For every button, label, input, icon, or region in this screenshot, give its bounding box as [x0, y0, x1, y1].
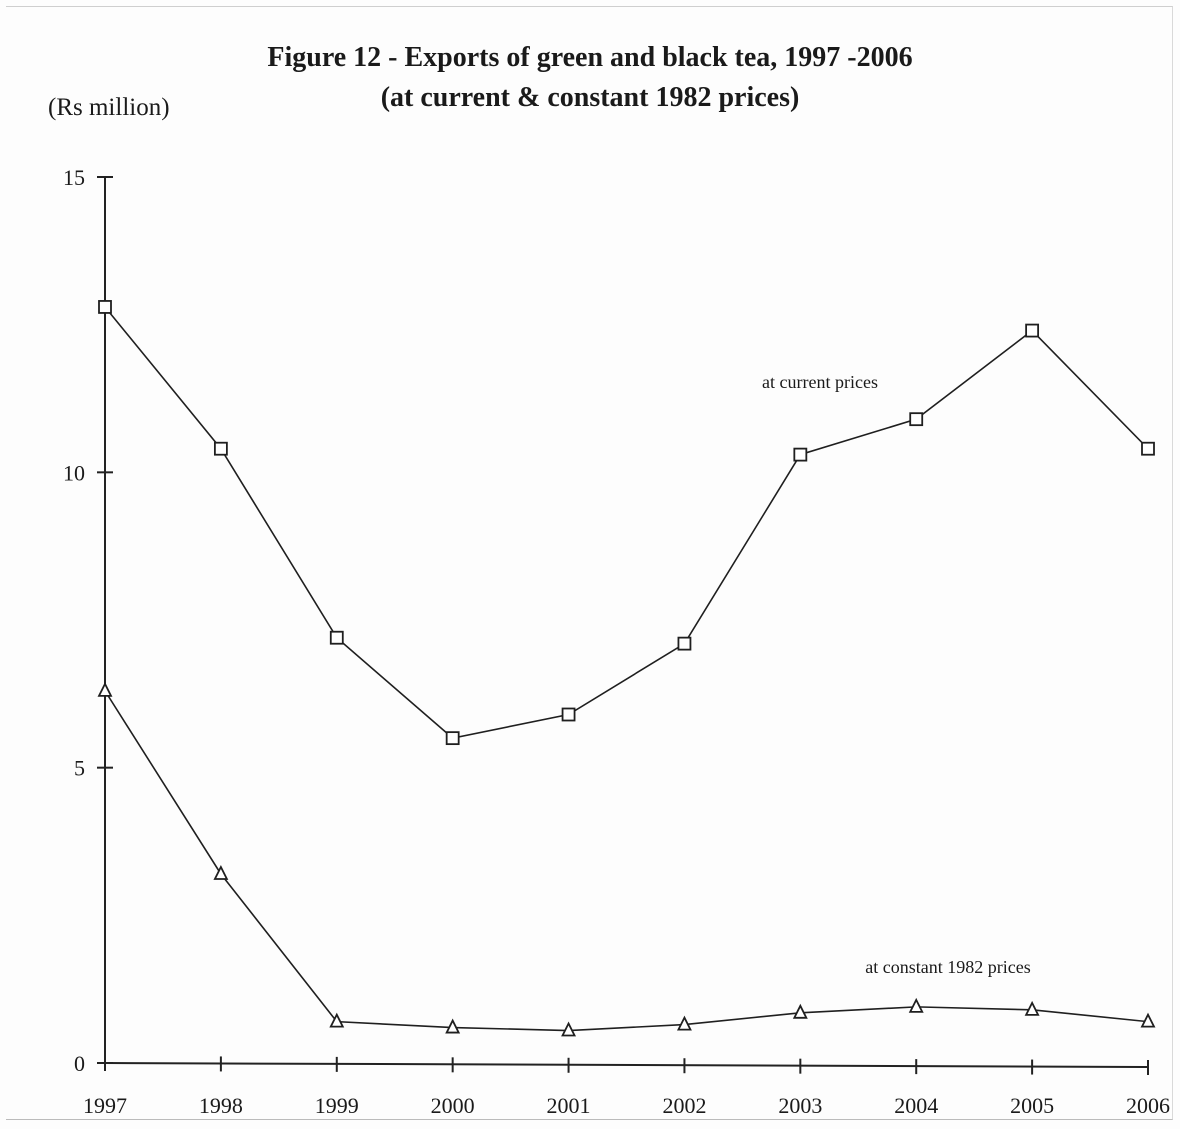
- data-point-triangle: [99, 684, 111, 696]
- x-tick-label: 2004: [894, 1093, 938, 1118]
- data-point-square: [215, 443, 227, 455]
- data-point-square: [447, 732, 459, 744]
- x-tick-label: 2003: [778, 1093, 822, 1118]
- y-tick-label: 10: [63, 460, 85, 485]
- x-tick-label: 2006: [1126, 1093, 1170, 1118]
- data-point-square: [1026, 325, 1038, 337]
- data-point-square: [563, 709, 575, 721]
- series-label: at constant 1982 prices: [865, 957, 1030, 977]
- series-labels: at current prices at constant 1982 prices: [762, 372, 1031, 977]
- series-label: at current prices: [762, 372, 878, 392]
- x-tick-label: 2001: [547, 1093, 591, 1118]
- x-tick-label: 1998: [199, 1093, 243, 1118]
- data-point-square: [1142, 443, 1154, 455]
- data-point-square: [331, 632, 343, 644]
- y-tick-label: 5: [74, 756, 85, 781]
- series-line-2: [105, 691, 1148, 1031]
- data-point-triangle: [1026, 1003, 1038, 1015]
- x-tick-label: 2000: [431, 1093, 475, 1118]
- x-tick-label: 2002: [662, 1093, 706, 1118]
- y-tick-label: 0: [74, 1051, 85, 1076]
- x-tick-label: 1997: [83, 1093, 127, 1118]
- data-point-square: [99, 301, 111, 313]
- x-tick-label: 2005: [1010, 1093, 1054, 1118]
- data-point-square: [678, 638, 690, 650]
- x-axis-line: [105, 1063, 1148, 1067]
- data-point-square: [794, 449, 806, 461]
- y-tick-label: 15: [63, 165, 85, 190]
- x-tick-label: 1999: [315, 1093, 359, 1118]
- series-group: [99, 301, 1154, 1036]
- data-point-triangle: [910, 1000, 922, 1012]
- series-line-1: [105, 307, 1148, 738]
- data-point-square: [910, 413, 922, 425]
